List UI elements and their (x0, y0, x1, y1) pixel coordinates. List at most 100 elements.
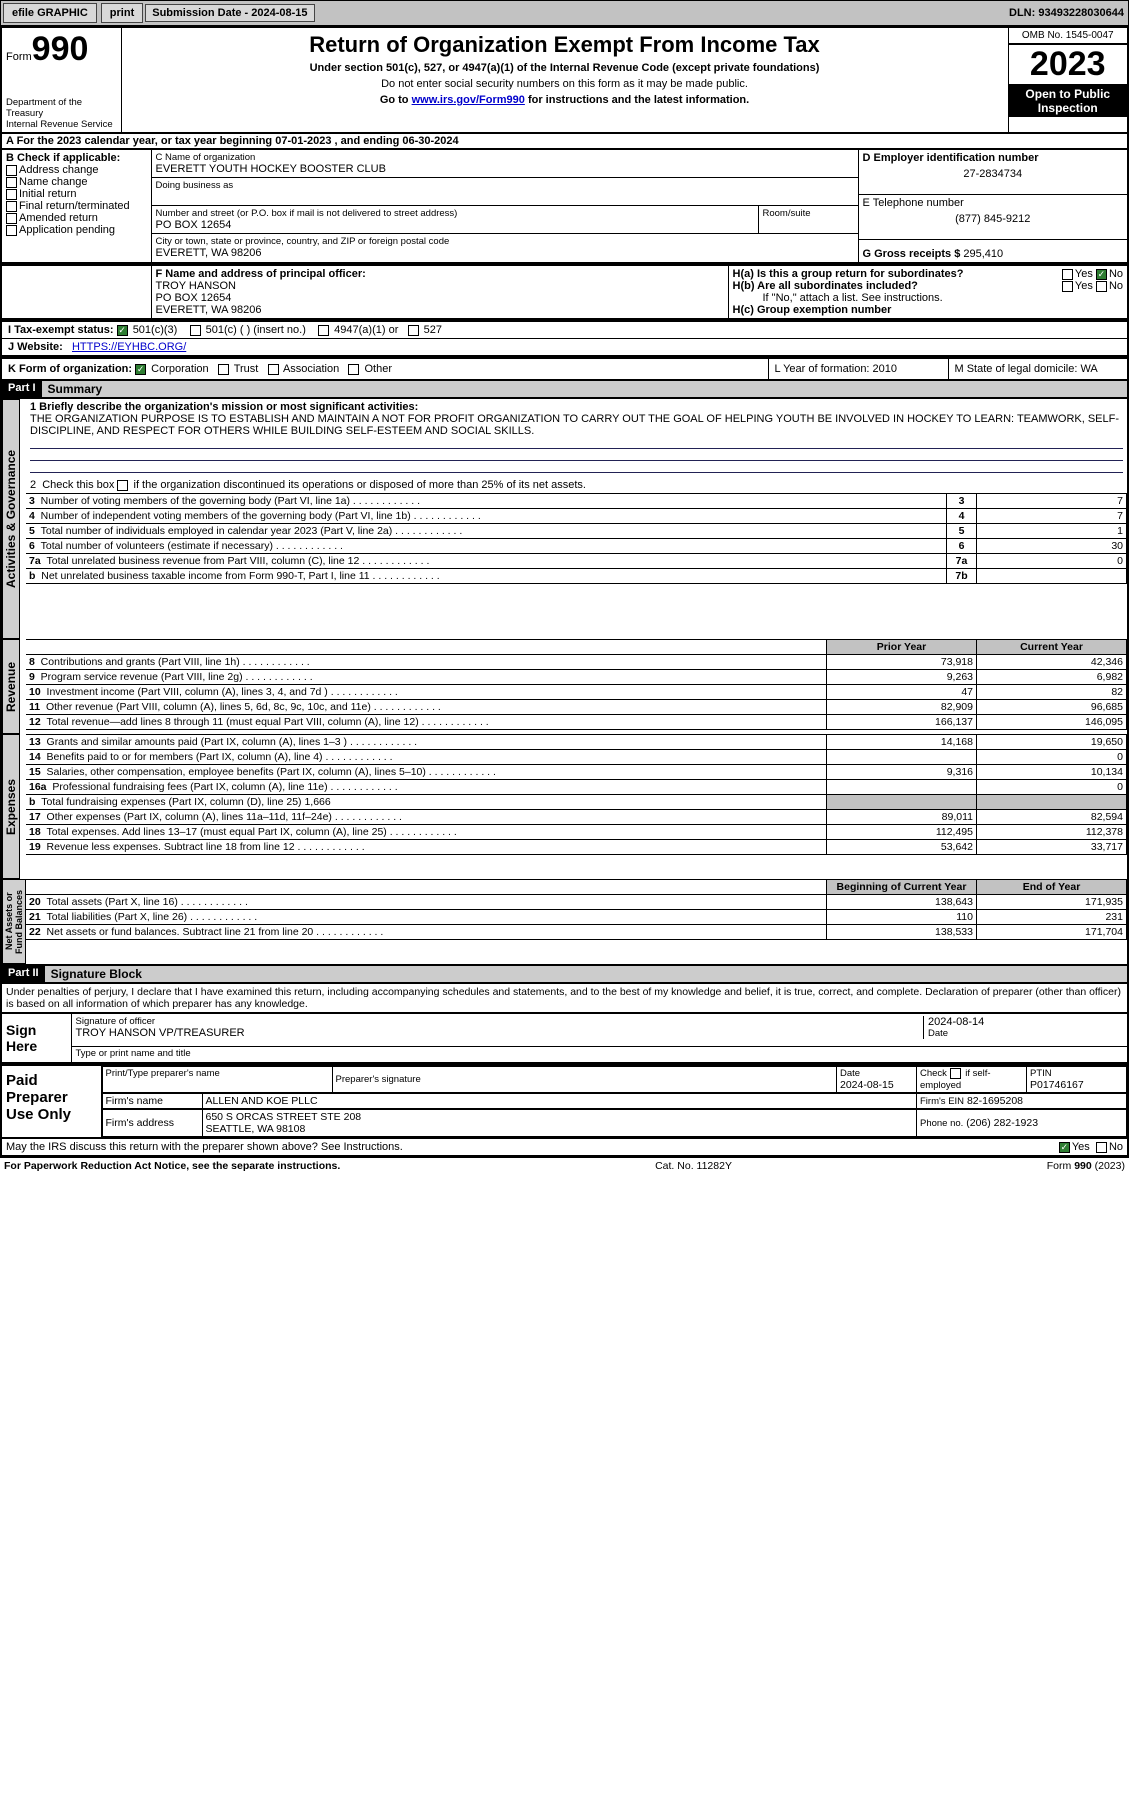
check-527[interactable] (408, 325, 419, 336)
col-current-year: Current Year (977, 640, 1127, 655)
sig-date-value: 2024-08-14 (928, 1016, 1123, 1028)
form-of-org-label: K Form of organization: (8, 363, 132, 375)
check-association[interactable] (268, 364, 279, 375)
self-employed-check[interactable]: Check if self-employed (920, 1068, 1023, 1090)
firm-addr2: SEATTLE, WA 98108 (206, 1123, 914, 1135)
org-form-block: K Form of organization: Corporation Trus… (0, 357, 1129, 381)
paid-preparer-label: Paid Preparer Use Only (1, 1065, 101, 1138)
check-corporation[interactable] (135, 364, 146, 375)
check-discuss-no[interactable] (1096, 1142, 1107, 1153)
col-preparer-sig: Preparer's signature (336, 1074, 834, 1085)
mission-text: THE ORGANIZATION PURPOSE IS TO ESTABLISH… (30, 413, 1123, 437)
firm-name-value: ALLEN AND KOE PLLC (202, 1094, 917, 1109)
side-activities-governance: Activities & Governance (2, 399, 20, 639)
side-revenue: Revenue (2, 639, 20, 734)
dln-label: DLN: 93493228030644 (1009, 7, 1128, 19)
h-a-line: H(a) Is this a group return for subordin… (733, 268, 1124, 280)
officer-addr2: EVERETT, WA 98206 (156, 304, 724, 316)
table-row: 22 Net assets or fund balances. Subtract… (26, 925, 1127, 940)
efile-graphic-button[interactable]: efile GRAPHIC (3, 3, 97, 23)
side-expenses: Expenses (2, 734, 20, 879)
officer-name: TROY HANSON (156, 280, 724, 292)
check-501c[interactable] (190, 325, 201, 336)
org-name: EVERETT YOUTH HOCKEY BOOSTER CLUB (156, 163, 854, 175)
table-row: 14 Benefits paid to or for members (Part… (26, 750, 1127, 765)
org-name-label: C Name of organization (156, 152, 854, 163)
check-other[interactable] (348, 364, 359, 375)
top-toolbar: efile GRAPHIC print Submission Date - 20… (0, 0, 1129, 26)
table-row: 13 Grants and similar amounts paid (Part… (26, 735, 1127, 750)
check-trust[interactable] (218, 364, 229, 375)
sig-officer-label: Signature of officer (76, 1016, 924, 1027)
check-501c3[interactable] (117, 325, 128, 336)
footer-catno: Cat. No. 11282Y (655, 1160, 732, 1172)
part2-title: Signature Block (45, 966, 1127, 982)
check-application-pending[interactable]: Application pending (6, 224, 147, 236)
firm-phone-label: Phone no. (920, 1118, 963, 1129)
table-row: 16a Professional fundraising fees (Part … (26, 780, 1127, 795)
website-label: J Website: (8, 341, 63, 353)
firm-phone-value: (206) 282-1923 (966, 1117, 1038, 1129)
omb-number: OMB No. 1545-0047 (1009, 28, 1128, 44)
governance-table: 3 Number of voting members of the govern… (26, 493, 1127, 584)
table-row: 7a Total unrelated business revenue from… (26, 554, 1127, 569)
perjury-statement: Under penalties of perjury, I declare th… (0, 984, 1129, 1012)
form-subtitle-2: Do not enter social security numbers on … (128, 78, 1002, 90)
signature-block: Sign Here Signature of officer TROY HANS… (0, 1012, 1129, 1064)
dept-treasury: Department of the Treasury (6, 97, 117, 119)
status-block: I Tax-exempt status: 501(c)(3) 501(c) ( … (0, 320, 1129, 357)
footer-form: Form 990 (2023) (1047, 1160, 1125, 1172)
year-formation: L Year of formation: 2010 (768, 358, 948, 380)
table-row: b Total fundraising expenses (Part IX, c… (26, 795, 1127, 810)
check-4947[interactable] (318, 325, 329, 336)
firm-ein-value: 82-1695208 (967, 1095, 1023, 1107)
form-header: Form990 Department of the Treasury Inter… (0, 26, 1129, 134)
table-row: 9 Program service revenue (Part VIII, li… (26, 670, 1127, 685)
firm-addr1: 650 S ORCAS STREET STE 208 (206, 1111, 914, 1123)
irs-link[interactable]: www.irs.gov/Form990 (412, 94, 525, 106)
side-net-assets: Net Assets or Fund Balances (2, 879, 26, 964)
check-address-change[interactable]: Address change (6, 164, 147, 176)
firm-name-label: Firm's name (102, 1094, 202, 1109)
table-row: 15 Salaries, other compensation, employe… (26, 765, 1127, 780)
room-label: Room/suite (763, 208, 854, 219)
form-title: Return of Organization Exempt From Incom… (128, 32, 1002, 58)
table-row: 11 Other revenue (Part VIII, column (A),… (26, 700, 1127, 715)
page-footer: For Paperwork Reduction Act Notice, see … (0, 1157, 1129, 1174)
gross-receipts-value: 295,410 (963, 248, 1003, 260)
gross-receipts-label: G Gross receipts $ (863, 248, 961, 260)
form-number: 990 (32, 30, 89, 68)
check-name-change[interactable]: Name change (6, 176, 147, 188)
check-amended-return[interactable]: Amended return (6, 212, 147, 224)
col-end-year: End of Year (977, 880, 1127, 895)
street-label: Number and street (or P.O. box if mail i… (156, 208, 754, 219)
street-address: PO BOX 12654 (156, 219, 754, 231)
check-initial-return[interactable]: Initial return (6, 188, 147, 200)
firm-addr-label: Firm's address (102, 1110, 202, 1137)
table-row: 6 Total number of volunteers (estimate i… (26, 539, 1127, 554)
state-domicile: M State of legal domicile: WA (948, 358, 1128, 380)
table-row: 8 Contributions and grants (Part VIII, l… (26, 655, 1127, 670)
expenses-table: 13 Grants and similar amounts paid (Part… (26, 734, 1127, 855)
check-final-return[interactable]: Final return/terminated (6, 200, 147, 212)
officer-block: F Name and address of principal officer:… (0, 264, 1129, 320)
q1-label: 1 Briefly describe the organization's mi… (30, 401, 1123, 413)
part1-header: Part I (2, 381, 42, 397)
form-word: Form (6, 51, 32, 63)
check-discuss-yes[interactable] (1059, 1142, 1070, 1153)
q2-label: 2 Check this box if the organization dis… (30, 479, 1123, 491)
website-link[interactable]: HTTPS://EYHBC.ORG/ (72, 341, 186, 353)
form-subtitle-1: Under section 501(c), 527, or 4947(a)(1)… (128, 62, 1002, 74)
print-button[interactable]: print (101, 3, 143, 23)
box-b-label: B Check if applicable: (6, 152, 147, 164)
revenue-table: Prior YearCurrent Year 8 Contributions a… (26, 639, 1127, 730)
city-value: EVERETT, WA 98206 (156, 247, 854, 259)
phone-value: (877) 845-9212 (863, 213, 1124, 225)
col-print-name: Print/Type preparer's name (106, 1068, 329, 1079)
prep-date-value: 2024-08-15 (840, 1079, 913, 1091)
part1-title: Summary (42, 381, 1127, 397)
form-subtitle-3: Go to www.irs.gov/Form990 for instructio… (128, 94, 1002, 106)
table-row: 5 Total number of individuals employed i… (26, 524, 1127, 539)
irs-label: Internal Revenue Service (6, 119, 117, 130)
table-row: 20 Total assets (Part X, line 16)138,643… (26, 895, 1127, 910)
